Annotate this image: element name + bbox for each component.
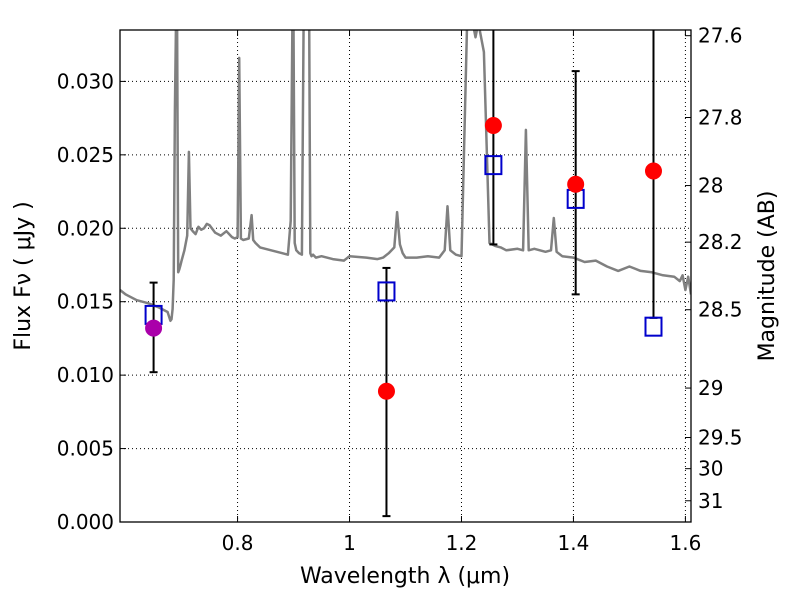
x-tick-label: 1.4 xyxy=(558,531,590,555)
observed-point xyxy=(644,162,662,180)
y2-tick-label: 28.5 xyxy=(698,298,743,322)
y2-tick-label: 29 xyxy=(698,376,723,400)
error-bars xyxy=(149,30,658,518)
model-square-marker xyxy=(484,155,503,176)
spectrum xyxy=(120,30,691,323)
y2-tick-label: 30 xyxy=(698,457,723,481)
y-tick-label: 0.020 xyxy=(57,216,114,240)
y-tick-label: 0.000 xyxy=(57,510,114,534)
y2-tick-label: 31 xyxy=(698,489,723,513)
model-square-marker xyxy=(377,281,396,302)
observed-point xyxy=(484,116,502,134)
x-tick-label: 1.6 xyxy=(669,531,701,555)
observed-point xyxy=(567,175,585,193)
grid xyxy=(120,30,691,522)
x-axis-label: Wavelength λ (μm) xyxy=(300,564,510,589)
y2-tick-label: 28.2 xyxy=(698,230,743,254)
y2-tick-label: 28 xyxy=(698,174,723,198)
model-square-marker xyxy=(644,316,663,337)
y-tick-label: 0.010 xyxy=(57,363,114,387)
x-tick-label: 0.8 xyxy=(222,531,254,555)
x-tick-label: 1 xyxy=(343,531,356,555)
x-tick-label: 1.2 xyxy=(446,531,478,555)
spectrum-line xyxy=(120,30,691,323)
y-tick-label: 0.025 xyxy=(57,143,114,167)
y-tick-label: 0.005 xyxy=(57,437,114,461)
y-axis-label: Flux Fν ( μJy ) xyxy=(11,201,36,350)
x-axis: 0.8 1 1.2 1.4 1.6 xyxy=(222,30,701,555)
observed-point xyxy=(377,382,395,400)
y2-tick-label: 27.8 xyxy=(698,105,743,129)
observed-point xyxy=(145,319,163,337)
y2-axis-label: Magnitude (AB) xyxy=(755,191,780,362)
markers xyxy=(144,116,663,400)
y2-tick-label: 29.5 xyxy=(698,425,743,449)
y-tick-label: 0.030 xyxy=(57,69,114,93)
y2-tick-label: 27.6 xyxy=(698,24,743,48)
plot-frame xyxy=(119,29,692,523)
y2-axis: 27.6 27.8 28 28.2 28.5 29 29.5 30 31 xyxy=(685,24,743,513)
y-tick-label: 0.015 xyxy=(57,290,114,314)
y-axis: 0.000 0.005 0.010 0.015 0.020 0.025 0.030 xyxy=(57,69,126,534)
